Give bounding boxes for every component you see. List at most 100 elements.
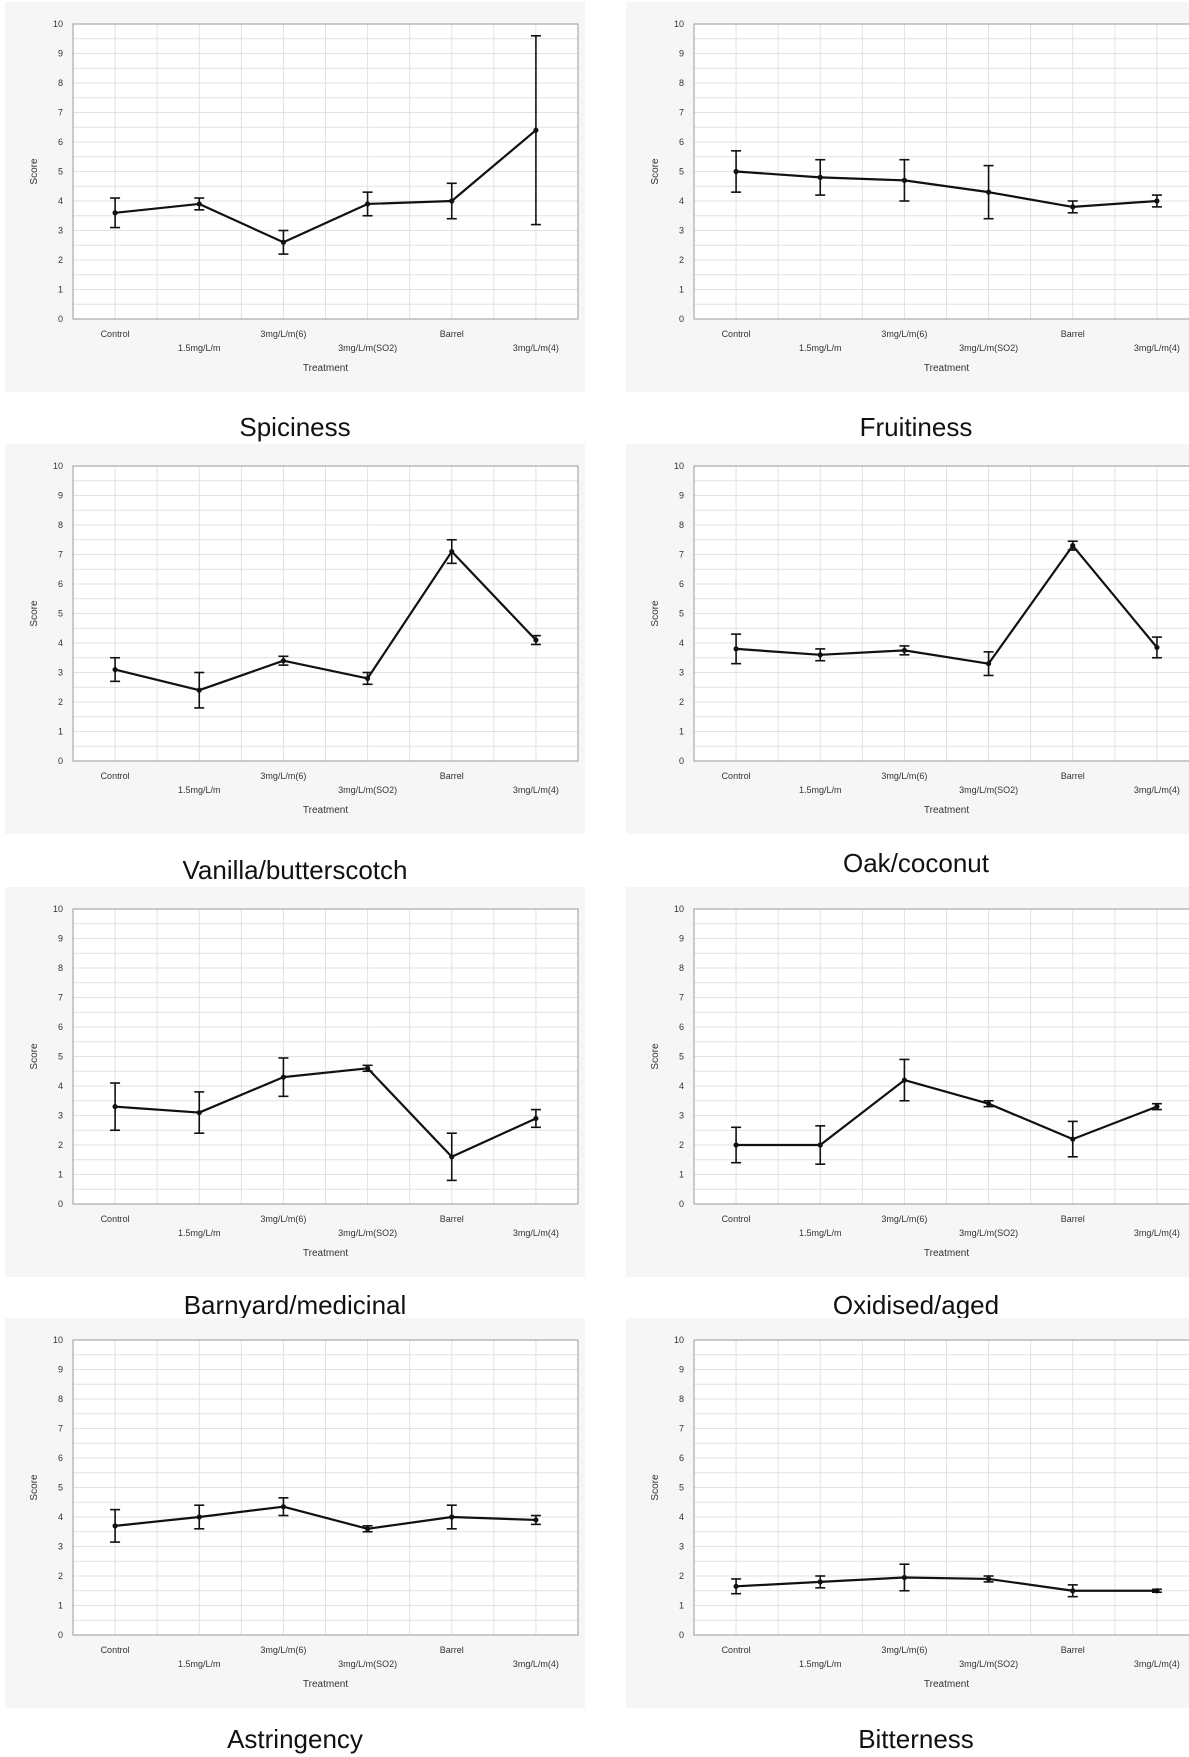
chart-caption: Oxidised/aged: [832, 1290, 1000, 1320]
y-tick-label: 0: [58, 314, 63, 324]
y-tick-label: 6: [679, 579, 684, 589]
x-tick-label: Control: [722, 771, 751, 781]
data-point: [1154, 1588, 1160, 1594]
y-tick-label: 3: [679, 1111, 684, 1121]
data-point: [985, 189, 992, 195]
x-tick-label: Barrel: [440, 1214, 464, 1224]
x-tick-label: 3mg/L/m(6): [881, 1214, 927, 1224]
y-tick-label: 6: [679, 137, 684, 147]
x-tick-label: 3mg/L/m(6): [260, 1645, 306, 1655]
y-tick-label: 2: [58, 1140, 63, 1150]
data-point: [196, 1109, 202, 1116]
data-point: [733, 1142, 739, 1148]
data-point: [533, 637, 539, 643]
chart-svg: 0 1 2 3 4 5 6 7 8 9 10 Control 1.5mg/L/m 3mg/L/m(6) 3m…: [29, 1335, 579, 1690]
x-tick-label: Barrel: [1061, 1214, 1085, 1224]
x-tick-label: 3mg/L/m(6): [260, 1214, 306, 1224]
plot-frame: [693, 465, 1189, 762]
y-tick-label: 8: [679, 78, 684, 88]
y-tick-label: 3: [58, 1542, 63, 1552]
data-point: [196, 201, 202, 207]
y-axis-label: Score: [29, 1043, 40, 1070]
y-tick-label: 8: [58, 78, 63, 88]
plot-frame: [693, 1339, 1189, 1636]
series-line: [114, 550, 537, 692]
data-point: [449, 1514, 455, 1520]
data-point: [449, 1154, 455, 1160]
y-tick-label: 5: [58, 609, 63, 619]
y-tick-label: 4: [679, 638, 684, 648]
y-tick-label: 2: [679, 697, 684, 707]
y-tick-label: 7: [58, 1424, 63, 1434]
y-axis-label: Score: [650, 158, 661, 185]
y-tick-label: 1: [679, 1601, 684, 1611]
chart-caption: Barnyard/medicinal: [183, 1290, 407, 1320]
x-axis-label: Treatment: [303, 1248, 348, 1259]
x-tick-label: 3mg/L/m(SO2): [338, 1659, 397, 1669]
data-point: [733, 1583, 739, 1589]
data-point: [112, 1104, 118, 1110]
y-tick-label: 4: [679, 1512, 684, 1522]
y-tick-label: 7: [679, 108, 684, 118]
chart-caption: Fruitiness: [859, 412, 973, 442]
data-point: [901, 1077, 908, 1083]
data-point: [901, 647, 908, 653]
x-axis-label: Treatment: [303, 805, 348, 816]
x-tick-label: 3mg/L/m(6): [881, 771, 927, 781]
chart-panel-1: 0 1 2 3 4 5 6 7 8 9 10 Control 1.5mg/L/m 3mg/L/m(6) 3m…: [5, 2, 585, 392]
y-tick-label: 3: [58, 668, 63, 678]
x-tick-label: 3mg/L/m(4): [1134, 785, 1180, 795]
y-tick-label: 1: [58, 1601, 63, 1611]
x-tick-label: 3mg/L/m(6): [260, 329, 306, 339]
y-tick-label: 0: [58, 1630, 63, 1640]
y-axis-label: Score: [29, 1474, 40, 1501]
data-point: [196, 1514, 202, 1520]
data-point: [985, 1101, 992, 1107]
data-point: [112, 210, 118, 216]
y-tick-label: 6: [679, 1022, 684, 1032]
x-tick-label: 1.5mg/L/m: [178, 1228, 221, 1238]
data-point: [533, 127, 539, 133]
y-tick-label: 0: [679, 1630, 684, 1640]
y-tick-label: 9: [58, 491, 63, 501]
data-point: [280, 658, 287, 664]
chart-svg: 0 1 2 3 4 5 6 7 8 9 10 Control 1.5mg/L/m 3mg/L/m(6) 3m…: [650, 904, 1189, 1259]
chart-panel-8: 0 1 2 3 4 5 6 7 8 9 10 Control 1.5mg/L/m 3mg/L/m(6) 3m…: [626, 1318, 1189, 1708]
y-tick-label: 6: [58, 1022, 63, 1032]
x-axis-label: Treatment: [924, 1248, 969, 1259]
x-tick-label: 1.5mg/L/m: [799, 1659, 842, 1669]
chart-caption: Bitterness: [858, 1724, 974, 1754]
x-tick-label: 3mg/L/m(4): [513, 1659, 559, 1669]
x-tick-label: 3mg/L/m(SO2): [338, 1228, 397, 1238]
x-tick-label: Control: [101, 329, 130, 339]
y-tick-label: 0: [679, 1199, 684, 1209]
y-tick-label: 4: [679, 1081, 684, 1091]
chart-svg: 0 1 2 3 4 5 6 7 8 9 10 Control 1.5mg/L/m 3mg/L/m(6) 3m…: [29, 904, 579, 1259]
y-tick-label: 0: [58, 756, 63, 766]
x-axis-label: Treatment: [303, 1679, 348, 1690]
chart-svg: 0 1 2 3 4 5 6 7 8 9 10 Control 1.5mg/L/m 3mg/L/m(6) 3m…: [650, 461, 1189, 816]
y-tick-label: 2: [58, 1571, 63, 1581]
data-point: [1154, 198, 1160, 204]
x-tick-label: Barrel: [440, 771, 464, 781]
data-point: [985, 661, 992, 667]
y-tick-label: 1: [58, 285, 63, 295]
x-tick-label: 3mg/L/m(SO2): [959, 785, 1018, 795]
series-line: [736, 1079, 1158, 1147]
series-line: [114, 129, 537, 244]
y-tick-label: 8: [58, 963, 63, 973]
y-tick-label: 4: [58, 1081, 63, 1091]
x-tick-label: 3mg/L/m(4): [513, 1228, 559, 1238]
y-tick-label: 4: [58, 1512, 63, 1522]
y-tick-label: 10: [674, 461, 684, 471]
y-tick-label: 6: [58, 137, 63, 147]
y-tick-label: 3: [58, 1111, 63, 1121]
y-tick-label: 8: [679, 963, 684, 973]
data-point: [1070, 1588, 1076, 1594]
y-tick-label: 2: [679, 1140, 684, 1150]
data-point: [817, 174, 823, 180]
y-tick-label: 1: [58, 727, 63, 737]
y-tick-label: 8: [58, 1394, 63, 1404]
plot-frame: [72, 465, 579, 762]
x-tick-label: 3mg/L/m(4): [1134, 343, 1180, 353]
